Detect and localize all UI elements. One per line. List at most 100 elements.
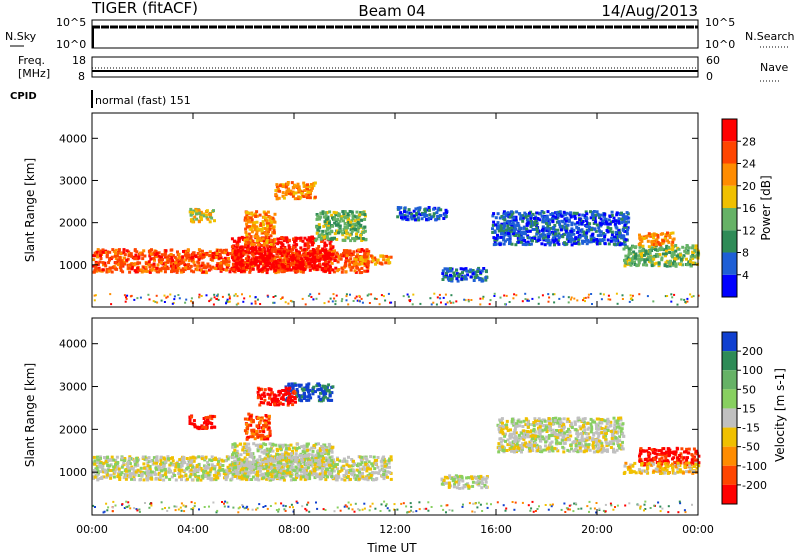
velocity-cell <box>133 478 136 482</box>
power-cell <box>672 262 676 265</box>
power-cell <box>234 262 238 266</box>
power-cell <box>227 263 231 267</box>
velocity-cell <box>256 475 260 478</box>
power-cell <box>575 212 579 215</box>
power-cell <box>279 251 283 255</box>
velocity-cell <box>265 451 268 455</box>
power-ground-cell <box>334 300 337 303</box>
power-cell <box>227 260 231 264</box>
power-ground-cell <box>212 303 215 306</box>
velocity-cell <box>150 470 154 474</box>
power-cell <box>638 241 642 245</box>
power-cell <box>428 213 432 217</box>
power-cell <box>219 261 223 265</box>
power-cell <box>313 255 316 259</box>
power-ground-cell <box>354 297 357 300</box>
power-cell <box>581 220 585 223</box>
power-cell <box>374 262 377 266</box>
power-cell <box>519 217 522 221</box>
power-cell <box>297 195 301 199</box>
velocity-cell <box>192 459 196 463</box>
velocity-cell <box>349 477 352 481</box>
power-cell <box>500 215 504 218</box>
power-ground-cell <box>628 300 631 303</box>
power-cell <box>548 218 552 222</box>
power-cell <box>569 240 573 244</box>
power-cell <box>521 236 525 240</box>
velocity-cell <box>120 471 124 475</box>
power-cell <box>191 211 195 215</box>
velocity-cell <box>213 467 216 471</box>
power-cell <box>291 255 295 259</box>
power-cell <box>654 248 657 252</box>
velocity-cell <box>217 460 220 463</box>
power-cell <box>135 255 139 259</box>
power-ground-cell <box>463 298 466 301</box>
power-cell <box>358 271 362 275</box>
power-cell <box>281 237 285 241</box>
power-cell <box>256 243 260 247</box>
power-cell <box>95 262 99 266</box>
power-cell <box>663 237 667 241</box>
power-ground-cell <box>366 294 369 297</box>
power-ground-cell <box>582 299 584 302</box>
power-cell <box>328 271 332 274</box>
velocity-cell <box>189 463 193 467</box>
power-cell <box>351 237 354 241</box>
power-ground-cell <box>409 300 411 303</box>
power-cell <box>357 256 361 260</box>
power-cell <box>455 277 459 281</box>
power-cell <box>479 271 483 274</box>
power-cell <box>535 229 539 233</box>
power-ground-cell <box>309 293 312 296</box>
power-cell <box>255 220 259 224</box>
velocity-cell <box>177 465 181 468</box>
power-cell <box>282 183 285 187</box>
power-cell <box>312 184 316 188</box>
power-cell <box>626 226 630 230</box>
power-cell <box>197 248 201 252</box>
power-cell <box>287 187 291 191</box>
power-cell <box>306 257 310 261</box>
power-cell <box>572 232 576 236</box>
velocity-cell <box>293 478 297 482</box>
velocity-cell <box>207 473 211 477</box>
power-cell <box>655 238 659 242</box>
power-frame <box>91 112 699 308</box>
power-cell <box>607 218 611 222</box>
power-cell <box>286 183 289 187</box>
power-cell <box>317 245 321 248</box>
power-cell <box>276 255 280 259</box>
power-cell <box>582 240 586 243</box>
power-cell <box>166 255 170 259</box>
power-ground-cell <box>503 294 506 297</box>
power-cell <box>299 270 303 274</box>
power-colorbar-band <box>722 141 737 164</box>
power-cell <box>580 230 584 234</box>
power-cell <box>132 263 136 267</box>
power-cell <box>646 255 650 259</box>
velocity-cell <box>382 473 386 476</box>
power-cell <box>318 217 322 221</box>
power-ground-cell <box>254 300 257 303</box>
power-cell <box>506 219 510 223</box>
velocity-cell <box>226 465 230 469</box>
power-cell <box>674 244 678 247</box>
power-cell <box>322 215 326 219</box>
power-cell <box>348 233 352 237</box>
velocity-cell <box>169 456 173 460</box>
power-cell <box>499 226 503 230</box>
power-cell <box>508 240 512 244</box>
power-cell <box>623 223 627 227</box>
velocity-cell <box>313 476 317 480</box>
power-cell <box>265 219 269 223</box>
velocity-cell <box>248 470 252 474</box>
power-cell <box>125 249 129 253</box>
power-cell <box>316 250 320 254</box>
power-cell <box>351 217 355 221</box>
power-cell <box>291 248 294 252</box>
power-cell <box>525 218 529 221</box>
power-ground-cell <box>329 297 332 300</box>
velocity-cell <box>371 471 375 475</box>
power-ground-cell <box>521 300 524 303</box>
